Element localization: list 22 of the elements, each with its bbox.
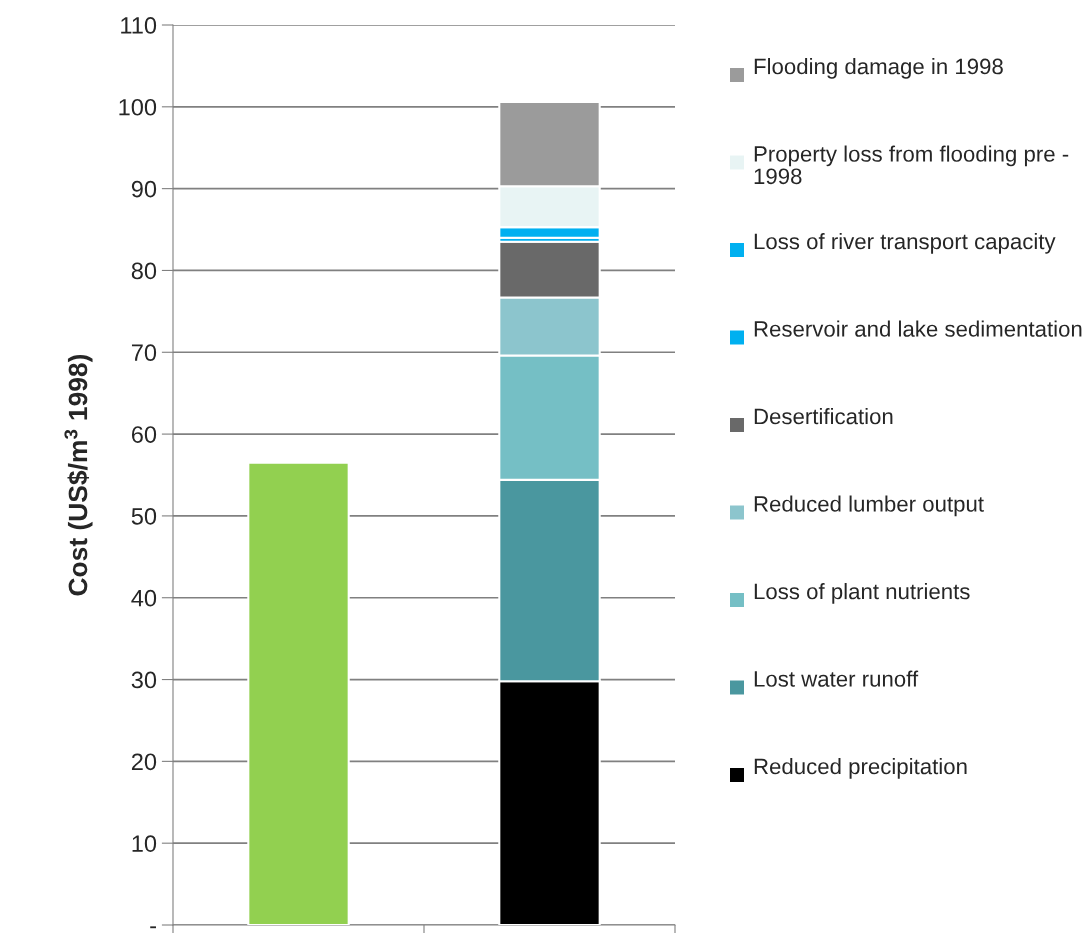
y-tick-label: 70 <box>131 344 157 362</box>
y-tick-label: 100 <box>119 98 157 116</box>
y-axis-title: Cost (US$/m$^{3}$ 1998) <box>64 354 93 596</box>
y-tick-label: 20 <box>131 753 157 771</box>
y-tick-label: 40 <box>131 589 157 607</box>
y-tick-label: 80 <box>131 262 157 280</box>
legend-label: Reduced lumber output <box>754 495 984 517</box>
legend-label: Loss of river transport capacity <box>754 233 1056 254</box>
y-tick-label: - <box>150 926 156 929</box>
legend-label: Lost water runoff <box>754 670 919 687</box>
legend-label: Flooding damage in 1998 <box>754 58 1003 79</box>
legend-label: Reservoir and lake sedimentation <box>754 320 1082 337</box>
legend-label: Desertification <box>754 408 893 425</box>
y-tick-label: 50 <box>131 507 157 525</box>
y-tick-label: 110 <box>121 17 157 34</box>
y-tick-label: 90 <box>131 180 157 198</box>
legend-label: Property loss from flooding pre - 1998 <box>754 145 1069 185</box>
y-tick-label: 10 <box>132 835 157 852</box>
legend-label: Loss of plant nutrients <box>754 583 970 604</box>
y-tick-label: 30 <box>131 671 157 689</box>
y-tick-label: 60 <box>131 426 157 443</box>
legend-label: Reduced precipitation <box>754 758 967 779</box>
